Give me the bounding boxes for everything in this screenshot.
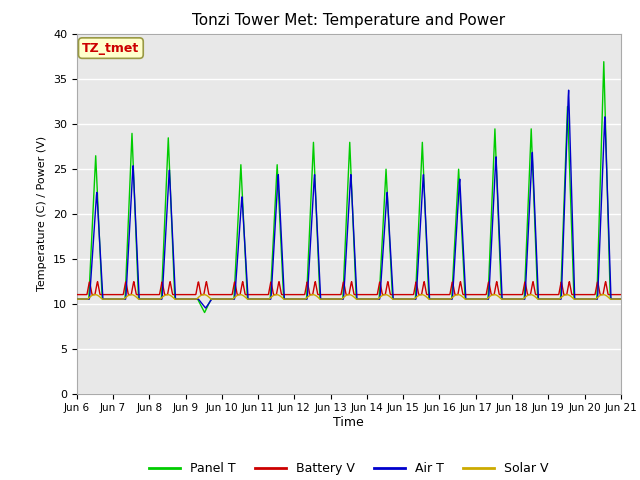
Title: Tonzi Tower Met: Temperature and Power: Tonzi Tower Met: Temperature and Power (192, 13, 506, 28)
X-axis label: Time: Time (333, 416, 364, 429)
Legend: Panel T, Battery V, Air T, Solar V: Panel T, Battery V, Air T, Solar V (144, 457, 554, 480)
Y-axis label: Temperature (C) / Power (V): Temperature (C) / Power (V) (37, 136, 47, 291)
Text: TZ_tmet: TZ_tmet (82, 42, 140, 55)
